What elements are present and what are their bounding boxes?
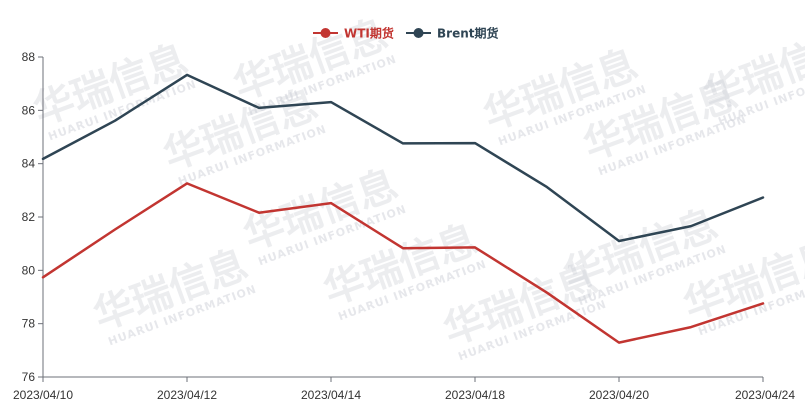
x-tick-label: 2023/04/10	[13, 388, 73, 402]
y-tick-label: 86	[22, 103, 36, 117]
y-tick-label: 84	[22, 157, 36, 171]
x-tick-label: 2023/04/18	[445, 388, 505, 402]
x-tick-label: 2023/04/14	[301, 388, 361, 402]
y-tick-label: 78	[22, 317, 36, 331]
y-tick-label: 80	[22, 263, 36, 277]
legend-label: WTI期货	[344, 26, 394, 41]
series-layer	[41, 73, 765, 344]
x-tick-label: 2023/04/12	[157, 388, 217, 402]
legend-item-wti[interactable]: WTI期货	[313, 26, 394, 41]
series-line-brent[interactable]	[41, 73, 765, 243]
y-tick-label: 76	[22, 370, 36, 384]
legend-item-brent[interactable]: Brent期货	[406, 26, 498, 41]
legend-marker	[320, 28, 331, 38]
legend[interactable]: WTI期货 Brent期货	[313, 26, 498, 41]
legend-marker	[413, 28, 424, 38]
y-tick-label: 88	[22, 50, 36, 64]
legend-label: Brent期货	[437, 26, 498, 41]
x-tick-label: 2023/04/24	[735, 388, 795, 402]
x-tick-label: 2023/04/20	[589, 388, 649, 402]
series-line-wti[interactable]	[41, 182, 765, 344]
chart-axes: 76 78 80 82 84 86 88 2023/04/10 2023/04/12 2023/0…	[13, 50, 795, 402]
y-tick-label: 82	[22, 210, 36, 224]
